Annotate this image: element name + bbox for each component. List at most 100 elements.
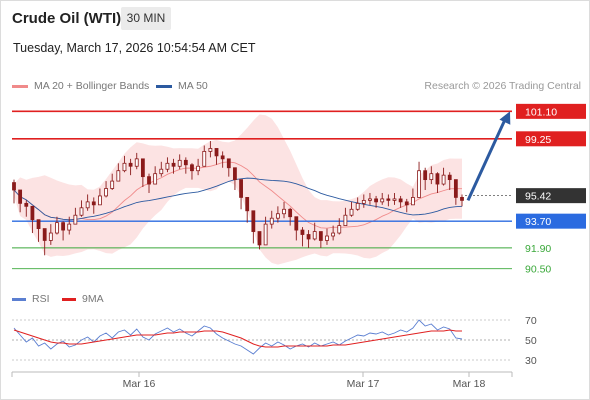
candle-body — [30, 205, 35, 221]
candle-body — [368, 198, 372, 201]
candle-body — [153, 173, 158, 185]
candle-body — [453, 179, 458, 198]
timestamp: Tuesday, March 17, 2026 10:54:54 AM CET — [13, 41, 256, 55]
candle-body — [98, 195, 102, 206]
candle-body — [300, 229, 305, 235]
candle-body — [48, 232, 53, 241]
legend-label: RSI — [32, 293, 50, 305]
candle-body — [147, 176, 151, 185]
candle-body — [165, 162, 170, 170]
candle-body — [417, 170, 421, 198]
candle-body — [104, 188, 108, 197]
level-tag-pivot — [516, 213, 586, 229]
forecast-arrow-line — [466, 116, 508, 202]
ma50-line — [13, 177, 463, 221]
candle-body — [349, 208, 354, 216]
legend-swatch — [62, 297, 76, 301]
x-tick-label: Mar 18 — [453, 378, 486, 390]
candle-body — [386, 198, 391, 201]
legend-label: MA 50 — [178, 80, 208, 92]
candle-body — [325, 235, 329, 241]
candle-body — [257, 231, 262, 246]
legend-9ma: 9MA — [62, 293, 104, 305]
rsi-tick-label: 50 — [525, 335, 537, 347]
candle-body — [140, 158, 145, 178]
rsi-tick-label: 70 — [525, 315, 537, 327]
legend-label: 9MA — [82, 293, 104, 305]
level-label-current: 95.42 — [525, 191, 551, 203]
timeframe-badge[interactable]: 30 MIN — [121, 7, 171, 30]
candle-body — [42, 228, 47, 241]
candle-body — [67, 223, 72, 231]
candle-body — [263, 223, 268, 246]
candle-body — [85, 201, 90, 209]
candle-body — [183, 159, 188, 166]
candle-body — [331, 232, 336, 237]
candle-body — [361, 199, 366, 204]
candle-body — [392, 198, 397, 201]
candle-body — [312, 231, 317, 240]
level-label-pivot: 93.70 — [525, 216, 551, 228]
candle-body — [404, 201, 409, 206]
candle-body — [306, 234, 311, 240]
candle-body — [355, 202, 360, 210]
candle-body — [441, 174, 446, 185]
candle-body — [282, 208, 286, 215]
legend-rsi: RSI — [12, 293, 50, 305]
candle-body — [196, 165, 201, 172]
candle-body — [239, 179, 243, 198]
candle-body — [447, 174, 452, 181]
candle-body — [36, 219, 41, 229]
forecast-arrow-head — [499, 111, 511, 125]
candle-body — [288, 208, 293, 218]
level-label-resistance: 99.25 — [525, 134, 551, 146]
candle-body — [251, 210, 256, 232]
bollinger-band — [14, 114, 462, 265]
candle-body — [18, 189, 23, 204]
candle-body — [91, 201, 96, 206]
candle-body — [380, 198, 385, 203]
legend-label: MA 20 + Bollinger Bands — [34, 80, 150, 92]
candle-body — [128, 162, 133, 167]
candle-body — [24, 202, 29, 207]
candle-body — [177, 159, 182, 167]
ma20-line — [13, 161, 462, 229]
candle-body — [245, 197, 250, 212]
candle-body — [275, 213, 280, 219]
legend-swatch — [12, 297, 26, 301]
candle-body — [12, 182, 16, 191]
candle-body — [429, 173, 434, 181]
instrument-title: Crude Oil (WTI) — [12, 10, 122, 27]
candle-body — [122, 162, 127, 172]
legend-swatch — [12, 84, 28, 88]
x-tick-label: Mar 16 — [123, 378, 156, 390]
level-label-resistance: 101.10 — [525, 106, 557, 118]
candle-body — [233, 167, 237, 181]
candle-body — [398, 198, 403, 203]
rsi-9ma-line — [13, 329, 462, 348]
candle-body — [411, 197, 415, 206]
level-tag-current — [516, 188, 586, 204]
level-label-support: 91.90 — [525, 243, 551, 255]
candle-body — [374, 198, 378, 203]
candle-body — [55, 222, 59, 234]
candle-body — [159, 168, 164, 175]
candle-body — [269, 217, 274, 225]
candle-body — [343, 214, 348, 227]
candle-body — [318, 231, 323, 241]
candle-body — [134, 158, 139, 167]
candle-body — [214, 148, 219, 157]
research-credit: Research © 2026 Trading Central — [424, 80, 581, 92]
candle-body — [337, 225, 342, 234]
rsi-line — [13, 319, 463, 355]
candle-body — [220, 155, 225, 160]
candle-body — [202, 151, 207, 167]
x-tick-label: Mar 17 — [347, 378, 380, 390]
candle-body — [294, 216, 299, 231]
legend-swatch — [156, 84, 172, 88]
candle-body — [226, 158, 231, 169]
candle-body — [61, 222, 65, 231]
candle-body — [79, 207, 84, 216]
candle-body — [208, 148, 213, 152]
